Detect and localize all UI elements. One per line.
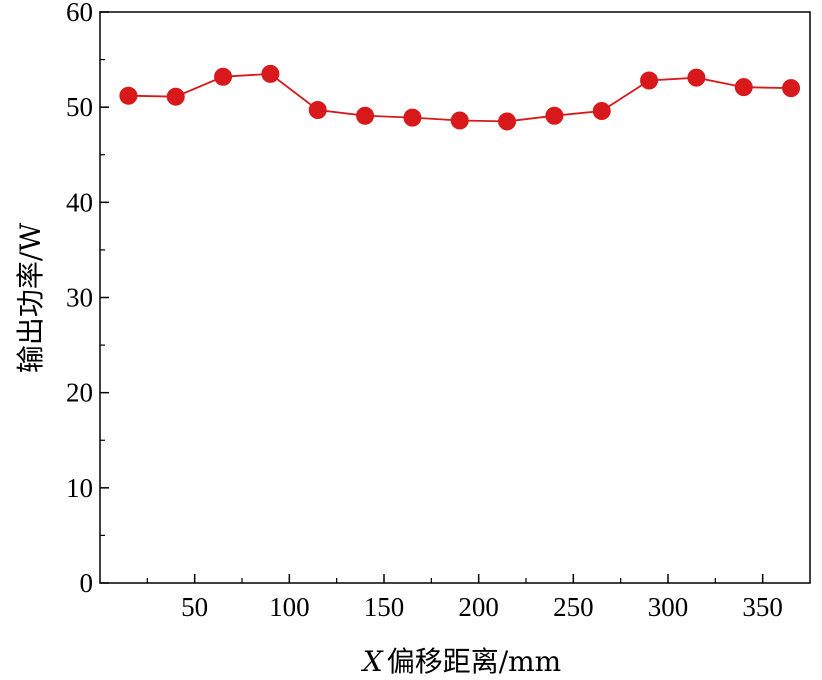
y-tick-label: 20 [66, 378, 93, 408]
data-point [308, 101, 327, 120]
data-point [119, 86, 138, 105]
data-point [545, 106, 564, 125]
plot-area [99, 11, 811, 584]
y-tick-label: 60 [66, 0, 93, 27]
y-tick-label: 30 [66, 283, 93, 313]
plot-frame [99, 11, 811, 584]
data-point [592, 101, 611, 120]
data-point [687, 68, 706, 87]
x-tick-label: 300 [648, 592, 689, 622]
x-axis-label: X 偏移距离/mm [361, 645, 561, 678]
x-tick-label: 150 [364, 592, 405, 622]
data-point [734, 78, 753, 97]
data-point [450, 111, 469, 130]
data-point [782, 79, 801, 98]
data-point [640, 71, 659, 90]
series-layer [119, 64, 801, 131]
x-tick-label: 250 [553, 592, 594, 622]
x-axis-label-text: 偏移距离/mm [387, 645, 562, 678]
y-tick-label: 50 [66, 92, 93, 122]
y-tick-label: 40 [66, 187, 93, 217]
data-point [261, 64, 280, 83]
data-point [214, 67, 233, 86]
x-axis-label-variable: X [361, 645, 384, 678]
x-tick-label: 350 [742, 592, 783, 622]
y-axis: 0 10 20 30 40 50 60 [66, 0, 109, 598]
data-point [356, 106, 375, 125]
x-tick-label: 50 [181, 592, 208, 622]
y-tick-label: 0 [80, 568, 94, 598]
data-point [403, 108, 422, 127]
y-tick-label: 10 [66, 473, 93, 503]
x-tick-label: 100 [269, 592, 310, 622]
x-axis: 50 100 150 200 250 300 350 [146, 574, 783, 622]
x-tick-label: 200 [458, 592, 499, 622]
data-point [498, 112, 517, 131]
y-axis-label: 输出功率/W [14, 223, 47, 373]
data-point [166, 87, 185, 106]
